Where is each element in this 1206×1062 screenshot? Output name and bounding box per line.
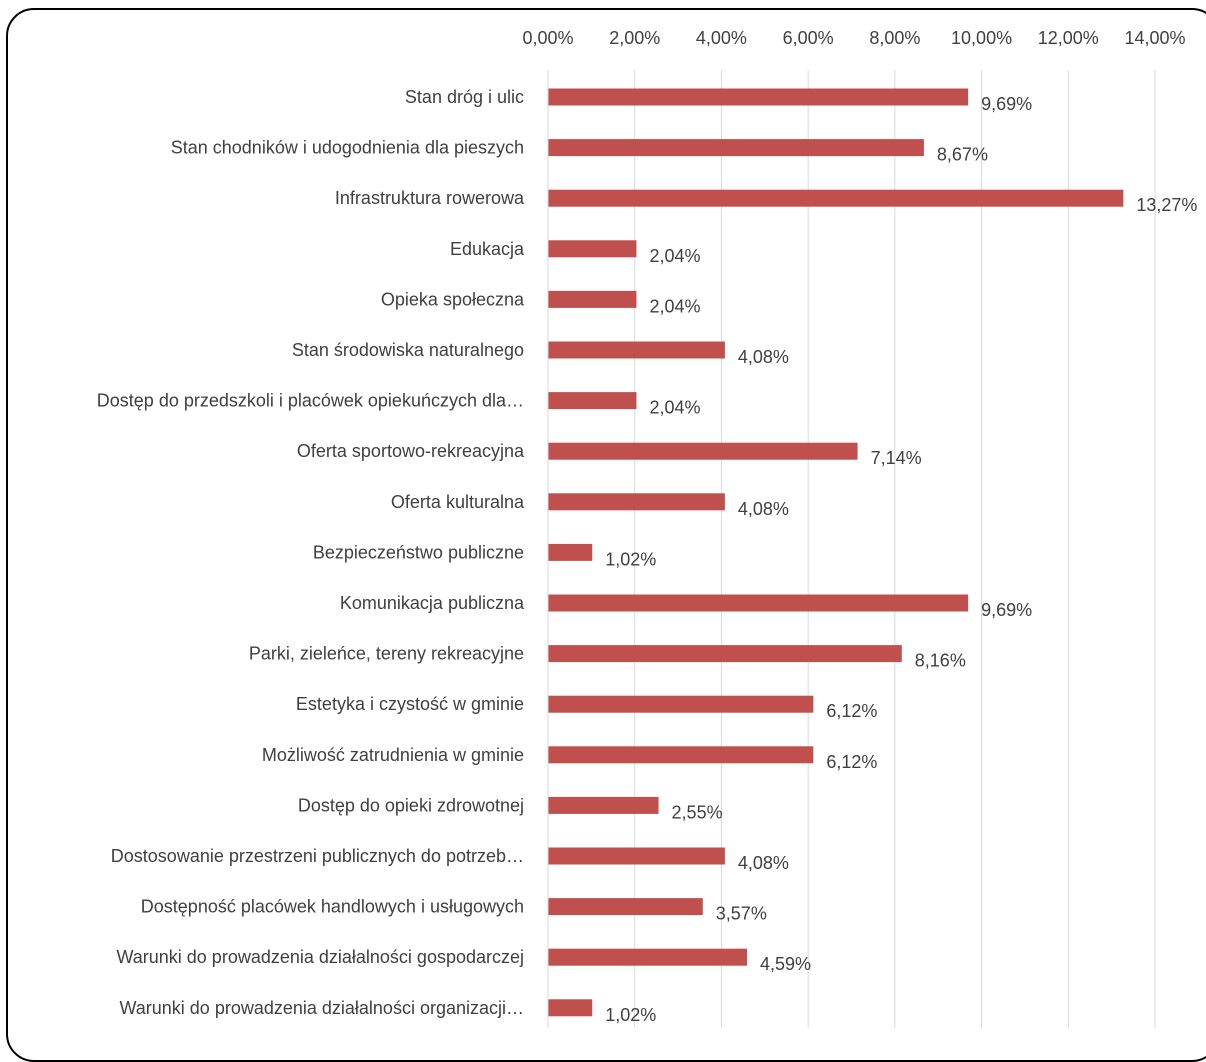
category-label: Estetyka i czystość w gminie — [296, 694, 524, 714]
data-label: 2,04% — [649, 398, 700, 418]
category-label: Dostosowanie przestrzeni publicznych do … — [111, 846, 524, 866]
category-label: Warunki do prowadzenia działalności gosp… — [116, 947, 524, 967]
x-axis-tick-labels: 0,00% 2,00% 4,00% 6,00% 8,00% 10,00% 12,00% 14,… — [522, 28, 1185, 48]
bar — [548, 392, 637, 410]
bar — [548, 746, 814, 764]
x-tick-label: 12,00% — [1038, 28, 1099, 48]
gridlines — [634, 70, 1156, 1028]
category-label: Oferta kulturalna — [391, 492, 525, 512]
data-label: 2,55% — [672, 802, 723, 822]
category-label: Dostęp do przedszkoli i placówek opiekuń… — [97, 391, 524, 411]
data-label: 2,04% — [649, 246, 700, 266]
x-tick-label: 10,00% — [951, 28, 1012, 48]
category-label: Edukacja — [450, 239, 525, 259]
data-label: 9,69% — [981, 600, 1032, 620]
bar — [548, 543, 593, 561]
category-labels: Stan dróg i ulic Stan chodników i udogodn… — [97, 87, 525, 1018]
data-label: 3,57% — [716, 904, 767, 924]
data-label: 4,08% — [738, 853, 789, 873]
bar — [548, 645, 902, 663]
bar — [548, 796, 659, 814]
bar — [548, 240, 637, 258]
data-label: 1,02% — [605, 549, 656, 569]
category-label: Parki, zieleńce, tereny rekreacyjne — [249, 644, 524, 664]
category-label: Infrastruktura rowerowa — [335, 188, 525, 208]
category-label: Opieka społeczna — [381, 289, 525, 309]
data-label: 7,14% — [871, 448, 922, 468]
chart-frame — [6, 8, 1206, 1062]
bar — [548, 695, 814, 713]
category-label: Oferta sportowo-rekreacyjna — [297, 441, 525, 461]
bar — [548, 594, 969, 612]
data-label: 8,16% — [915, 651, 966, 671]
bars — [548, 88, 1124, 1017]
category-label: Możliwość zatrudnienia w gminie — [262, 745, 524, 765]
data-label: 4,59% — [760, 954, 811, 974]
x-tick-label: 0,00% — [522, 28, 573, 48]
bar — [548, 88, 969, 106]
bar — [548, 139, 924, 157]
bar — [548, 847, 725, 865]
data-label: 9,69% — [981, 94, 1032, 114]
category-label: Bezpieczeństwo publiczne — [313, 542, 524, 562]
category-label: Stan chodników i udogodnienia dla pieszy… — [171, 138, 524, 158]
bar — [548, 189, 1124, 207]
x-tick-label: 2,00% — [609, 28, 660, 48]
category-label: Stan środowiska naturalnego — [292, 340, 524, 360]
category-label: Stan dróg i ulic — [405, 87, 524, 107]
x-tick-label: 6,00% — [783, 28, 834, 48]
data-label: 13,27% — [1136, 195, 1197, 215]
data-label: 1,02% — [605, 1005, 656, 1025]
data-label: 6,12% — [826, 752, 877, 772]
x-tick-label: 8,00% — [869, 28, 920, 48]
data-label: 8,67% — [937, 145, 988, 165]
data-label: 2,04% — [649, 296, 700, 316]
bar — [548, 898, 703, 916]
data-labels: 9,69% 8,67% 13,27% 2,04% 2,04% 4,08% 2,04% 7,14… — [605, 94, 1197, 1025]
bar — [548, 948, 748, 966]
data-label: 4,08% — [738, 499, 789, 519]
category-label: Dostępność placówek handlowych i usługow… — [141, 897, 524, 917]
data-label: 4,08% — [738, 347, 789, 367]
bar — [548, 442, 858, 460]
bar — [548, 290, 637, 308]
category-label: Komunikacja publiczna — [340, 593, 525, 613]
data-label: 6,12% — [826, 701, 877, 721]
bar — [548, 341, 725, 359]
x-tick-label: 14,00% — [1124, 28, 1185, 48]
category-label: Dostęp do opieki zdrowotnej — [298, 795, 524, 815]
bar — [548, 493, 725, 511]
category-label: Warunki do prowadzenia działalności orga… — [119, 998, 524, 1018]
x-tick-label: 4,00% — [696, 28, 747, 48]
bar — [548, 999, 593, 1017]
